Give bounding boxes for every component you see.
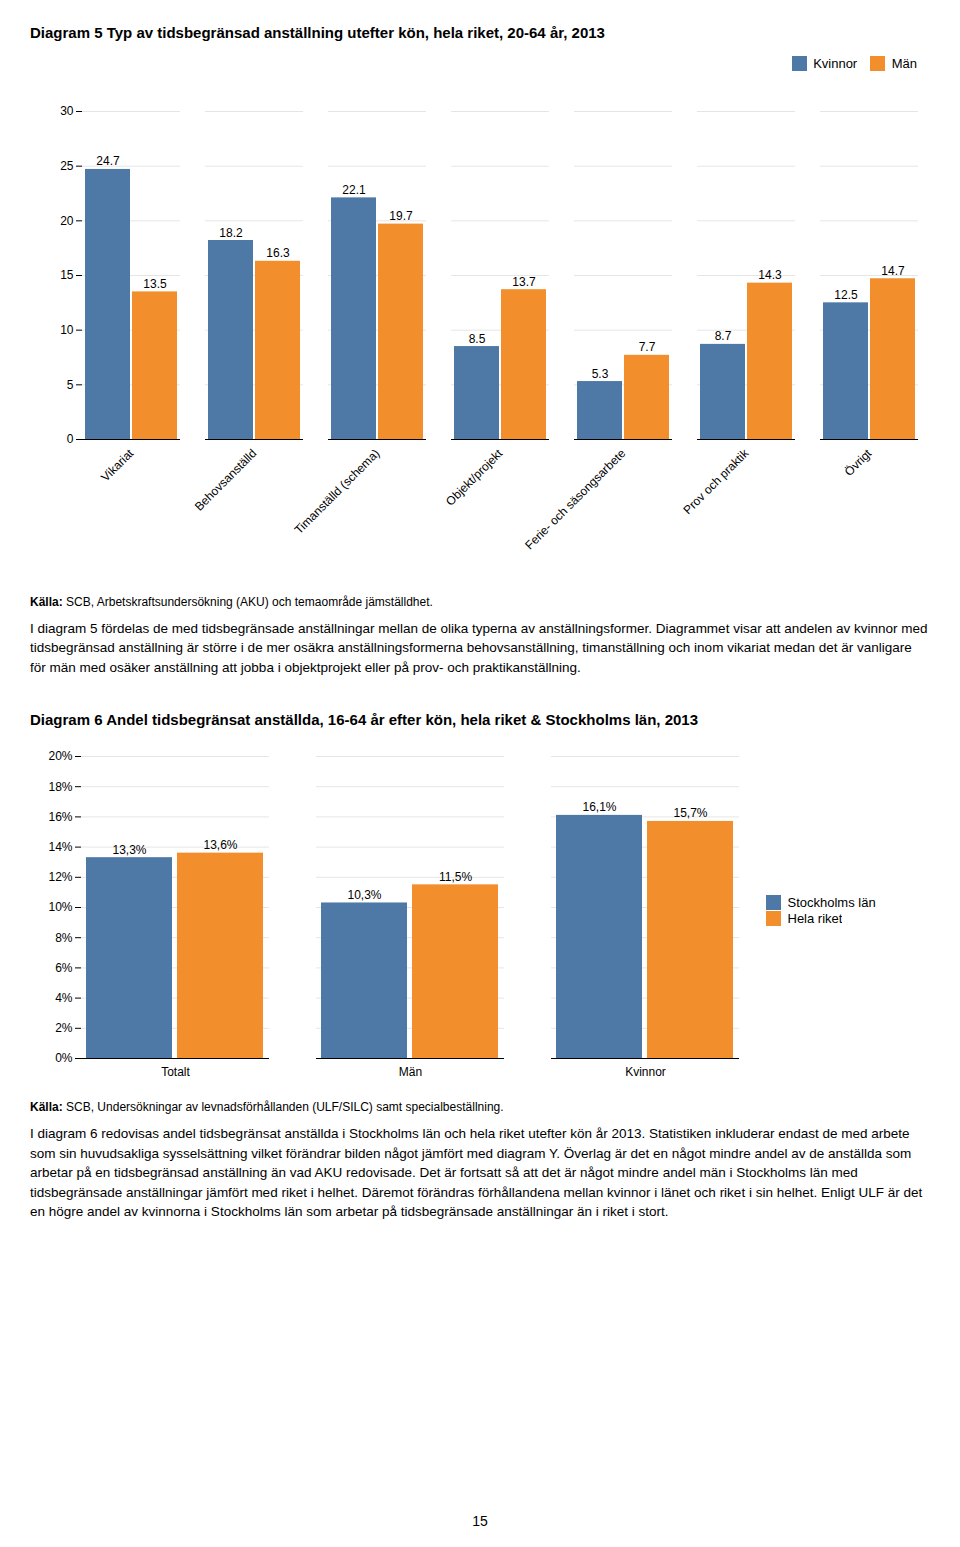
svg-text:Timanställd (schema): Timanställd (schema) bbox=[292, 446, 383, 537]
svg-text:13.5: 13.5 bbox=[143, 276, 167, 290]
svg-text:20%: 20% bbox=[48, 750, 72, 764]
svg-text:14.7: 14.7 bbox=[881, 263, 905, 277]
svg-text:10%: 10% bbox=[48, 901, 72, 915]
svg-text:0%: 0% bbox=[55, 1052, 73, 1066]
html-text:I diagram 5 fördelas de med ti: I diagram 5 fördelas de med tidsbegränsa… bbox=[30, 620, 928, 675]
svg-text:8.5: 8.5 bbox=[469, 331, 486, 345]
svg-text:30: 30 bbox=[60, 104, 74, 118]
svg-text:Vikariat: Vikariat bbox=[98, 445, 137, 484]
svg-text:5.3: 5.3 bbox=[592, 366, 609, 380]
svg-text:7.7: 7.7 bbox=[639, 340, 656, 354]
svg-text:Prov och praktik: Prov och praktik bbox=[681, 445, 752, 516]
svg-text:10,3%: 10,3% bbox=[347, 888, 381, 902]
html-text:Diagram 6 Andel tidsbegränsat: Diagram 6 Andel tidsbegränsat anställda,… bbox=[30, 711, 698, 729]
html-text:Kvinnor: Kvinnor bbox=[813, 56, 858, 71]
svg-text:Behovsanställd: Behovsanställd bbox=[192, 446, 259, 513]
svg-text:11,5%: 11,5% bbox=[439, 870, 472, 884]
svg-text:13.7: 13.7 bbox=[512, 274, 536, 288]
html-text:15: 15 bbox=[472, 1513, 488, 1529]
svg-text:22.1: 22.1 bbox=[342, 182, 366, 196]
svg-text:2%: 2% bbox=[55, 1021, 73, 1035]
html-text:Källa: SCB, Undersökningar av: Källa: SCB, Undersökningar av levnadsför… bbox=[30, 1100, 504, 1115]
html-text:I diagram 6 redovisas andel ti: I diagram 6 redovisas andel tidsbegränsa… bbox=[30, 1126, 923, 1220]
svg-text:12.5: 12.5 bbox=[834, 287, 858, 301]
svg-text:24.7: 24.7 bbox=[96, 154, 120, 168]
svg-text:10: 10 bbox=[60, 323, 74, 337]
svg-text:5: 5 bbox=[67, 377, 74, 391]
svg-text:4%: 4% bbox=[55, 991, 73, 1005]
svg-text:16.3: 16.3 bbox=[266, 246, 290, 260]
svg-text:19.7: 19.7 bbox=[389, 209, 413, 223]
svg-text:13,3%: 13,3% bbox=[112, 843, 146, 857]
svg-text:6%: 6% bbox=[55, 961, 73, 975]
svg-text:Ferie- och säsongsarbete: Ferie- och säsongsarbete bbox=[522, 446, 628, 552]
svg-text:Kvinnor: Kvinnor bbox=[625, 1065, 666, 1079]
svg-text:12%: 12% bbox=[48, 870, 72, 884]
svg-text:Män: Män bbox=[399, 1065, 422, 1079]
svg-text:Totalt: Totalt bbox=[161, 1065, 190, 1079]
svg-text:18%: 18% bbox=[48, 780, 72, 794]
svg-text:16,1%: 16,1% bbox=[582, 801, 616, 815]
svg-text:16%: 16% bbox=[48, 810, 72, 824]
svg-text:14%: 14% bbox=[48, 840, 72, 854]
html-text:Stockholms län: Stockholms län bbox=[787, 894, 876, 910]
html-text:Källa: SCB, Arbetskraftsunders: Källa: SCB, Arbetskraftsundersökning (AK… bbox=[30, 594, 433, 609]
svg-text:Objekt/projekt: Objekt/projekt bbox=[443, 445, 506, 508]
svg-text:18.2: 18.2 bbox=[219, 225, 243, 239]
html-text:Diagram 5 Typ av tidsbegränsad: Diagram 5 Typ av tidsbegränsad anställni… bbox=[30, 24, 605, 41]
html-text:Män: Män bbox=[891, 56, 917, 71]
svg-text:8.7: 8.7 bbox=[715, 329, 732, 343]
svg-text:8%: 8% bbox=[55, 931, 73, 945]
svg-text:Övrigt: Övrigt bbox=[842, 445, 875, 478]
svg-text:20: 20 bbox=[60, 213, 74, 227]
svg-text:0: 0 bbox=[67, 432, 74, 446]
svg-text:13,6%: 13,6% bbox=[203, 838, 237, 852]
svg-text:25: 25 bbox=[60, 159, 74, 173]
svg-text:15: 15 bbox=[60, 268, 74, 282]
svg-text:15,7%: 15,7% bbox=[673, 807, 707, 821]
html-text:Hela riket: Hela riket bbox=[787, 910, 843, 926]
svg-text:14.3: 14.3 bbox=[758, 268, 782, 282]
